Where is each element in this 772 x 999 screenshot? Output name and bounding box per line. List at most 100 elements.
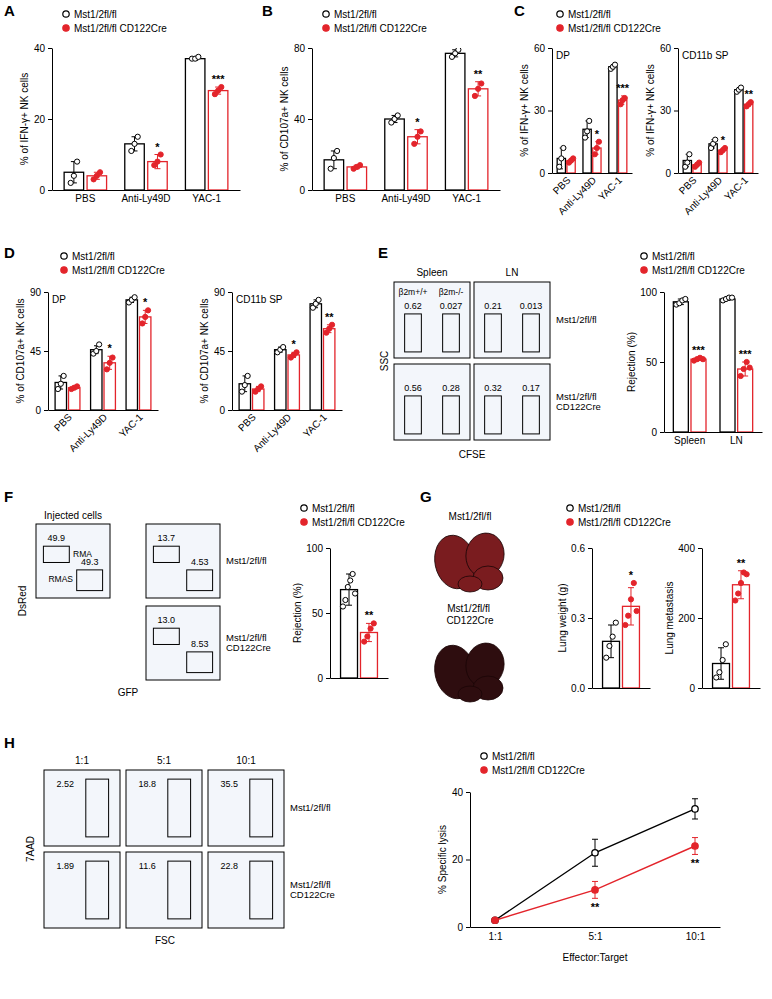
panel-letter: H [4,734,15,751]
x-tick: YAC-1 [452,193,481,204]
data-point [683,296,688,301]
column-label: 5:1 [157,755,171,766]
y-axis-line [592,549,593,689]
y-tick-mark [466,860,470,861]
x-axis-line [313,190,501,191]
bar-panel: *0.00.30.6Lung weight (g) [557,543,651,694]
data-point [132,141,137,146]
y-tick-mark [228,351,232,352]
bar [709,144,717,173]
annotations: **** [155,73,225,152]
image-label: Mst1/2fl/fl CD122Cre [446,603,494,626]
flow-plot: 0.560.28 [394,364,470,440]
plot-title: Injected cells [44,510,102,521]
x-tick: Anti-Ly49D [251,411,294,454]
significance: * [415,116,420,128]
x-tick: PBS [677,174,699,196]
x-tick: PBS [551,174,573,196]
data-point [604,655,609,660]
y-tick: 0 [689,683,702,694]
y-tick-mark [548,48,552,49]
y-axis-line [330,549,331,679]
legend-symbol [323,25,329,31]
marks [64,54,228,190]
gate-value: 0.62 [404,301,422,311]
x-axis: SpleenLN [665,433,763,447]
y-tick-mark [674,48,678,49]
data-point [738,580,743,585]
data-point [158,152,163,157]
bar-panel: ***PBSAnti-Ly49DYAC-104590% of CD107a+ N… [199,287,342,454]
y-tick-mark [698,618,702,619]
gate [86,861,109,919]
data-point [492,917,498,923]
y-tick-label: 45 [214,346,226,357]
legend-label: Mst1/2fl/fl CD122Cre [492,765,585,776]
y-axis-line [678,49,679,174]
legend: Mst1/2fl/flMst1/2fl/fl CD122Cre [61,251,165,276]
y-axis: 02040 [452,787,471,933]
y-tick: 60 [534,43,552,54]
y-tick-label: 60 [534,43,546,54]
y-axis: 02040 [34,43,53,196]
x-axis-line [233,410,343,411]
legend-label: Mst1/2fl/fl CD122Cre [652,265,745,276]
data-point [334,148,339,153]
gate-value: 1.89 [57,861,75,871]
y-axis: 0 30 60 [660,43,679,179]
data-point [329,322,334,327]
data-point [747,365,752,370]
flow-plot: Injected cells49.9RMA49.3RMAS [36,510,110,598]
data-point [328,166,333,171]
data-point [738,85,743,90]
data-point [634,608,639,613]
data-point [74,384,79,389]
data-point [143,314,148,319]
legend-label: Mst1/2fl/fl CD122Cre [334,23,427,34]
significance: * [155,141,160,153]
y-tick-label: 0 [457,922,463,933]
flow-frame [126,852,202,928]
panel-title: DP [556,50,570,61]
bar [91,350,102,410]
marks [603,580,640,688]
gate-value: 0.28 [442,383,460,393]
y-tick-label: 40 [294,114,306,125]
data-point [107,360,112,365]
row-label: Mst1/2fl/fl CD122Cre [556,391,601,413]
legend: Mst1/2fl/flMst1/2fl/fl CD122Cre [323,9,427,34]
data-point [196,54,201,59]
data-point [744,359,749,364]
data-point [331,155,336,160]
y-tick: 0 [299,185,312,196]
panel-letter: E [378,244,388,261]
data-point [129,148,134,153]
y-tick-mark [44,410,48,411]
gate [43,546,69,562]
panel-letter: C [514,2,525,19]
y-tick-mark [44,292,48,293]
y-tick-mark [326,613,330,614]
y-tick-mark [674,173,678,174]
data-point [132,295,137,300]
annotations: ****** [692,344,752,360]
x-tick: PBS [52,411,74,433]
y-tick-label: 30 [660,105,672,116]
x-tick-label: Anti-Ly49D [121,193,170,204]
data-point [720,657,725,662]
y-tick-label: 0 [219,405,225,416]
y-tick: 0 [665,168,678,179]
y-tick: 60 [660,43,678,54]
data-point [571,156,576,161]
y-tick-label: 100 [306,543,323,554]
data-point [316,297,321,302]
x-tick: PBS [75,193,95,204]
data-point [561,145,566,150]
y-tick-label: 400 [678,543,695,554]
lung-lobe [458,686,482,702]
panel-title: DP [52,294,66,305]
column-label: Spleen [416,267,447,278]
data-point [722,145,727,150]
annotations: **** [591,857,700,913]
legend-label: Mst1/2fl/fl [72,251,115,262]
